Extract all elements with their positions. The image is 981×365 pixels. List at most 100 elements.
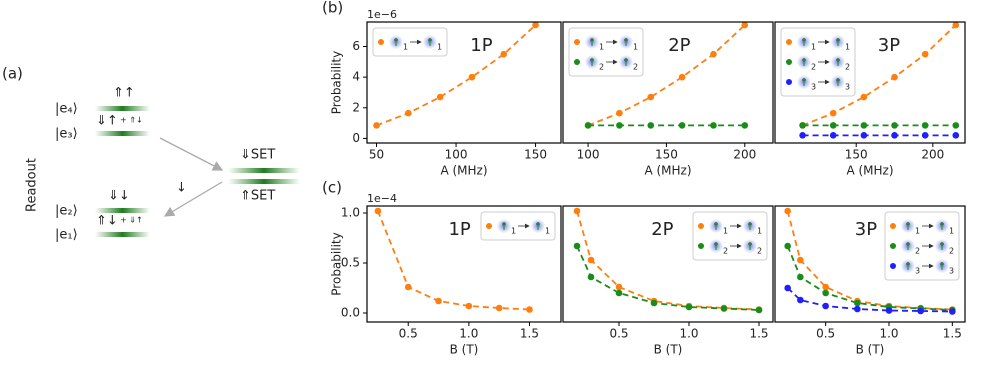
- data-point: [678, 122, 686, 129]
- data-point: [678, 73, 686, 81]
- legend-subscript: 2: [757, 247, 762, 256]
- legend-marker: [378, 39, 384, 45]
- x-tick-label: 0.5: [816, 327, 835, 341]
- series-line: [802, 24, 957, 127]
- x-tick-label: 200: [921, 148, 944, 162]
- series-line: [587, 24, 746, 127]
- arrow: [159, 137, 224, 171]
- legend-subscript: 1: [403, 43, 408, 52]
- panel-annotation: 3P: [878, 35, 900, 56]
- level-label: |e₃⟩: [55, 127, 78, 142]
- data-point: [616, 109, 623, 117]
- data-point: [573, 242, 581, 250]
- x-axis-label: A (MHz): [846, 164, 893, 178]
- data-point: [647, 122, 655, 129]
- y-tick-label: 0.0: [341, 306, 360, 320]
- state-extra: + ⇓↑: [120, 216, 143, 225]
- y-tick-label: 4: [352, 70, 360, 84]
- x-axis-label: A (MHz): [440, 164, 487, 178]
- legend-marker: [890, 223, 896, 229]
- axes-frame: [774, 21, 966, 144]
- plot: 50 100 150 0 2 4 6 A (MHz) Probability 1e−6 1P: [330, 8, 562, 178]
- legend-subscript: 1: [437, 43, 442, 52]
- axes-frame: [366, 21, 562, 144]
- level: [95, 208, 150, 213]
- data-point: [885, 307, 893, 314]
- x-tick-label: 1.0: [679, 327, 698, 341]
- data-point: [829, 132, 837, 139]
- data-point: [797, 273, 804, 281]
- legend-subscript: 1: [811, 43, 816, 52]
- data-point: [720, 305, 728, 312]
- legend-subscript: 2: [723, 247, 728, 256]
- legend-subscript: 3: [915, 267, 920, 276]
- x-tick-label: 1.0: [879, 327, 898, 341]
- data-point: [374, 207, 382, 215]
- legend: 1 1 2 2 3 3: [780, 27, 856, 97]
- legend-marker: [786, 79, 792, 85]
- set-label: ⇑SET: [240, 189, 275, 204]
- data-point: [797, 296, 804, 304]
- plot: 0.5 1.0 1.5 0.0 0.5 1.0 B (T) Probability 1e−4 1P: [330, 192, 562, 357]
- panel-label: (a): [2, 65, 23, 83]
- transition-label: ↓: [176, 181, 187, 196]
- x-tick-label: 50: [369, 148, 384, 162]
- data-point: [797, 256, 804, 264]
- data-point: [891, 73, 898, 81]
- legend-subscript: 2: [845, 63, 850, 72]
- legend-subscript: 1: [633, 43, 638, 52]
- data-point: [854, 299, 861, 307]
- legend-subscript: 1: [599, 43, 604, 52]
- level: [95, 232, 150, 237]
- x-tick-label: 150: [655, 148, 678, 162]
- side-label: Readout: [25, 158, 40, 212]
- data-point: [784, 242, 791, 250]
- legend: 1 1 2 2 3 3: [884, 211, 960, 281]
- panel-label: (c): [322, 179, 342, 197]
- level-label: |e₁⟩: [55, 228, 78, 243]
- axis-offset: 1e−4: [367, 192, 397, 205]
- legend-box: [692, 211, 768, 261]
- legend-subscript: 1: [511, 227, 516, 236]
- y-axis-label: Probability: [330, 51, 344, 114]
- legend-subscript: 1: [545, 227, 550, 236]
- data-point: [822, 283, 829, 291]
- data-point: [587, 273, 595, 281]
- y-tick-label: 6: [352, 39, 360, 53]
- state-label: ⇑↑: [113, 86, 135, 101]
- data-point: [921, 132, 929, 139]
- data-point: [799, 132, 806, 139]
- legend-subscript: 3: [845, 83, 850, 92]
- data-point: [891, 132, 898, 139]
- data-point: [822, 289, 829, 297]
- x-tick-label: 150: [524, 148, 547, 162]
- set-label: ⇓SET: [240, 148, 275, 163]
- data-point: [829, 122, 837, 129]
- legend-marker: [698, 223, 704, 229]
- data-point: [741, 21, 749, 29]
- data-point: [404, 283, 412, 291]
- plot: 0.5 1.0 1.5 B (T) 3P: [774, 205, 966, 357]
- legend-subscript: 2: [633, 63, 638, 72]
- data-point: [615, 289, 623, 297]
- state-label: ⇑↓: [96, 214, 118, 229]
- data-point: [584, 122, 592, 129]
- panel-annotation: 1P: [448, 219, 470, 240]
- axes-frame: [562, 21, 774, 144]
- legend: 1 1 2 2: [568, 27, 644, 77]
- series-line: [376, 24, 537, 127]
- legend-subscript: 3: [949, 267, 954, 276]
- arrow: [163, 181, 223, 217]
- data-point: [949, 308, 956, 315]
- data-point: [822, 302, 829, 310]
- x-axis-label: B (T): [450, 343, 479, 357]
- data-point: [526, 306, 533, 313]
- y-tick-label: 0.5: [341, 256, 360, 270]
- state-label: ⇓↓: [108, 189, 130, 204]
- y-tick-label: 0: [352, 131, 360, 145]
- axis-offset: 1e−6: [367, 8, 397, 21]
- axes-frame: [562, 205, 774, 323]
- axes-frame: [774, 205, 966, 323]
